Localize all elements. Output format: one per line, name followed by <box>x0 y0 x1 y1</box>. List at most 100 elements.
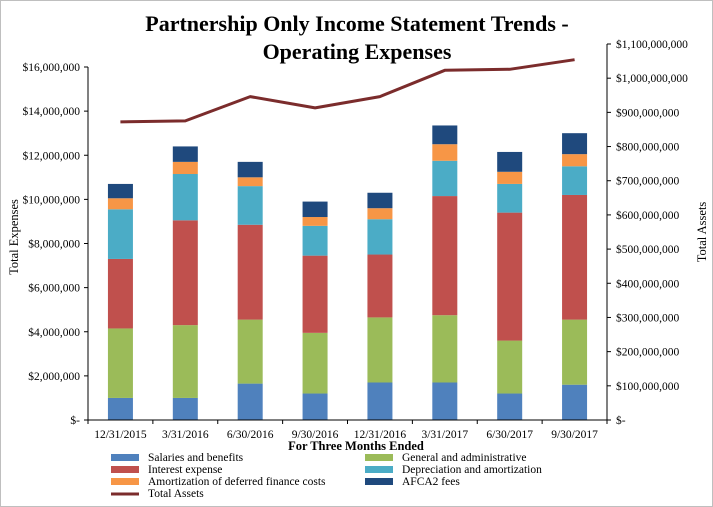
bar-segment-amortization-of-deferred-finance-costs <box>107 198 133 210</box>
x-tick-label: 3/31/2016 <box>162 429 209 441</box>
y2-tick-label: $800,000,000 <box>616 141 680 154</box>
bar-segment-depreciation-and-amortization <box>432 160 458 197</box>
legend-swatch-depreciation-and-amortization <box>365 466 393 473</box>
x-tick-label: 12/31/2015 <box>94 429 147 441</box>
bar-segment-interest-expense <box>497 212 523 341</box>
x-axis: 12/31/2015 3/31/2016 6/30/2016 9/30/2016 12/… <box>87 420 608 441</box>
x-axis-title: For Three Months Ended <box>288 439 424 453</box>
bar-segment-amortization-of-deferred-finance-costs <box>302 217 328 226</box>
bar-segment-amortization-of-deferred-finance-costs <box>367 208 393 220</box>
bar-segment-afca2-fees <box>497 151 523 172</box>
y-axis-right: $- $100,000,000 $200,000,000 $300,000,000 $4… <box>607 38 688 427</box>
bar-segment-afca2-fees <box>562 133 588 155</box>
bar-segment-salaries-and-benefits <box>172 397 198 420</box>
bar-segment-general-and-administrative <box>172 325 198 398</box>
bar-segment-interest-expense <box>302 255 328 333</box>
bar-segment-afca2-fees <box>107 183 133 199</box>
y-tick-label: $6,000,000 <box>28 282 80 295</box>
legend-label-amortization-of-deferred-finance-costs: Amortization of deferred finance costs <box>148 476 326 488</box>
y2-tick-label: $400,000,000 <box>616 277 680 290</box>
bar-segment-depreciation-and-amortization <box>302 225 328 256</box>
y-tick-label: $8,000,000 <box>28 238 80 251</box>
bar-segment-amortization-of-deferred-finance-costs <box>432 144 458 161</box>
bar-segment-salaries-and-benefits <box>302 393 328 420</box>
bar-segment-afca2-fees <box>432 125 458 145</box>
bar-segment-interest-expense <box>367 254 393 318</box>
bar-segment-amortization-of-deferred-finance-costs <box>562 154 588 167</box>
y2-tick-label: $300,000,000 <box>616 311 680 324</box>
bar-segment-salaries-and-benefits <box>432 382 458 420</box>
bar-segment-amortization-of-deferred-finance-costs <box>172 161 198 175</box>
y-tick-label: $10,000,000 <box>23 193 81 206</box>
bar-segment-general-and-administrative <box>107 328 133 398</box>
y-axis-title: Total Expenses <box>7 199 21 275</box>
bar-segment-salaries-and-benefits <box>237 383 263 420</box>
chart-title: Partnership Only Income Statement Trends… <box>145 11 569 36</box>
y2-axis-title: Total Assets <box>695 202 709 263</box>
bar-segment-interest-expense <box>107 258 133 329</box>
legend-swatch-afca2-fees <box>365 478 393 485</box>
y-tick-label: $- <box>70 414 80 427</box>
x-tick-label: 9/30/2017 <box>551 429 598 441</box>
y2-tick-label: $500,000,000 <box>616 243 680 256</box>
x-tick-label: 6/30/2016 <box>227 429 274 441</box>
legend-swatch-general-and-administrative <box>365 454 393 461</box>
legend-label-depreciation-and-amortization: Depreciation and amortization <box>402 464 542 476</box>
bar-segment-salaries-and-benefits <box>367 382 393 420</box>
legend: Salaries and benefits General and adminis… <box>111 452 542 500</box>
bar-segment-depreciation-and-amortization <box>237 186 263 225</box>
y2-tick-label: $900,000,000 <box>616 106 680 119</box>
y-tick-label: $4,000,000 <box>28 326 80 339</box>
bars-group <box>107 125 588 420</box>
bar-segment-interest-expense <box>172 220 198 326</box>
x-tick-label: 9/30/2016 <box>292 429 339 441</box>
bar-segment-depreciation-and-amortization <box>497 183 523 213</box>
bar-segment-depreciation-and-amortization <box>367 219 393 255</box>
bar-segment-salaries-and-benefits <box>497 393 523 420</box>
legend-label-afca2-fees: AFCA2 fees <box>402 476 460 488</box>
bar-segment-general-and-administrative <box>367 317 393 383</box>
y-tick-label: $14,000,000 <box>23 105 81 118</box>
chart-title-line2: Operating Expenses <box>263 39 452 64</box>
y2-tick-label: $700,000,000 <box>616 175 680 188</box>
bar-segment-salaries-and-benefits <box>562 384 588 420</box>
bar-segment-amortization-of-deferred-finance-costs <box>237 177 263 187</box>
bar-segment-afca2-fees <box>367 192 393 209</box>
line-layer <box>120 58 575 124</box>
legend-label-interest-expense: Interest expense <box>148 464 222 476</box>
legend-swatch-salaries-and-benefits <box>111 454 139 461</box>
bar-segment-afca2-fees <box>237 161 263 178</box>
x-tick-label: 3/31/2017 <box>421 429 468 441</box>
y2-tick-label: $1,100,000,000 <box>616 38 688 51</box>
y-tick-label: $16,000,000 <box>23 61 81 74</box>
bar-segment-interest-expense <box>432 196 458 316</box>
legend-label-salaries-and-benefits: Salaries and benefits <box>148 452 244 464</box>
bar-segment-afca2-fees <box>302 201 328 218</box>
y2-tick-label: $100,000,000 <box>616 380 680 393</box>
bar-segment-general-and-administrative <box>562 319 588 385</box>
x-tick-label: 6/30/2017 <box>486 429 533 441</box>
bar-segment-general-and-administrative <box>497 340 523 394</box>
bar-segment-general-and-administrative <box>237 319 263 384</box>
bar-segment-general-and-administrative <box>302 332 328 394</box>
bar-segment-depreciation-and-amortization <box>172 174 198 221</box>
legend-label-total-assets: Total Assets <box>148 488 204 500</box>
y-axis-left: $- $2,000,000 $4,000,000 $6,000,000 $8,000,0… <box>23 61 88 427</box>
bar-segment-interest-expense <box>237 224 263 320</box>
x-tick-label: 12/31/2016 <box>354 429 407 441</box>
y2-tick-label: $1,000,000,000 <box>616 72 688 85</box>
total-assets-line <box>120 58 575 124</box>
bar-segment-salaries-and-benefits <box>107 397 133 420</box>
y2-tick-label: $- <box>616 414 626 427</box>
legend-label-general-and-administrative: General and administrative <box>402 452 527 464</box>
bar-segment-afca2-fees <box>172 146 198 162</box>
legend-swatch-interest-expense <box>111 466 139 473</box>
bar-segment-amortization-of-deferred-finance-costs <box>497 171 523 184</box>
bar-segment-general-and-administrative <box>432 315 458 383</box>
y-tick-label: $12,000,000 <box>23 149 81 162</box>
y-tick-label: $2,000,000 <box>28 370 80 383</box>
bar-segment-depreciation-and-amortization <box>562 166 588 195</box>
y2-tick-label: $200,000,000 <box>616 346 680 359</box>
